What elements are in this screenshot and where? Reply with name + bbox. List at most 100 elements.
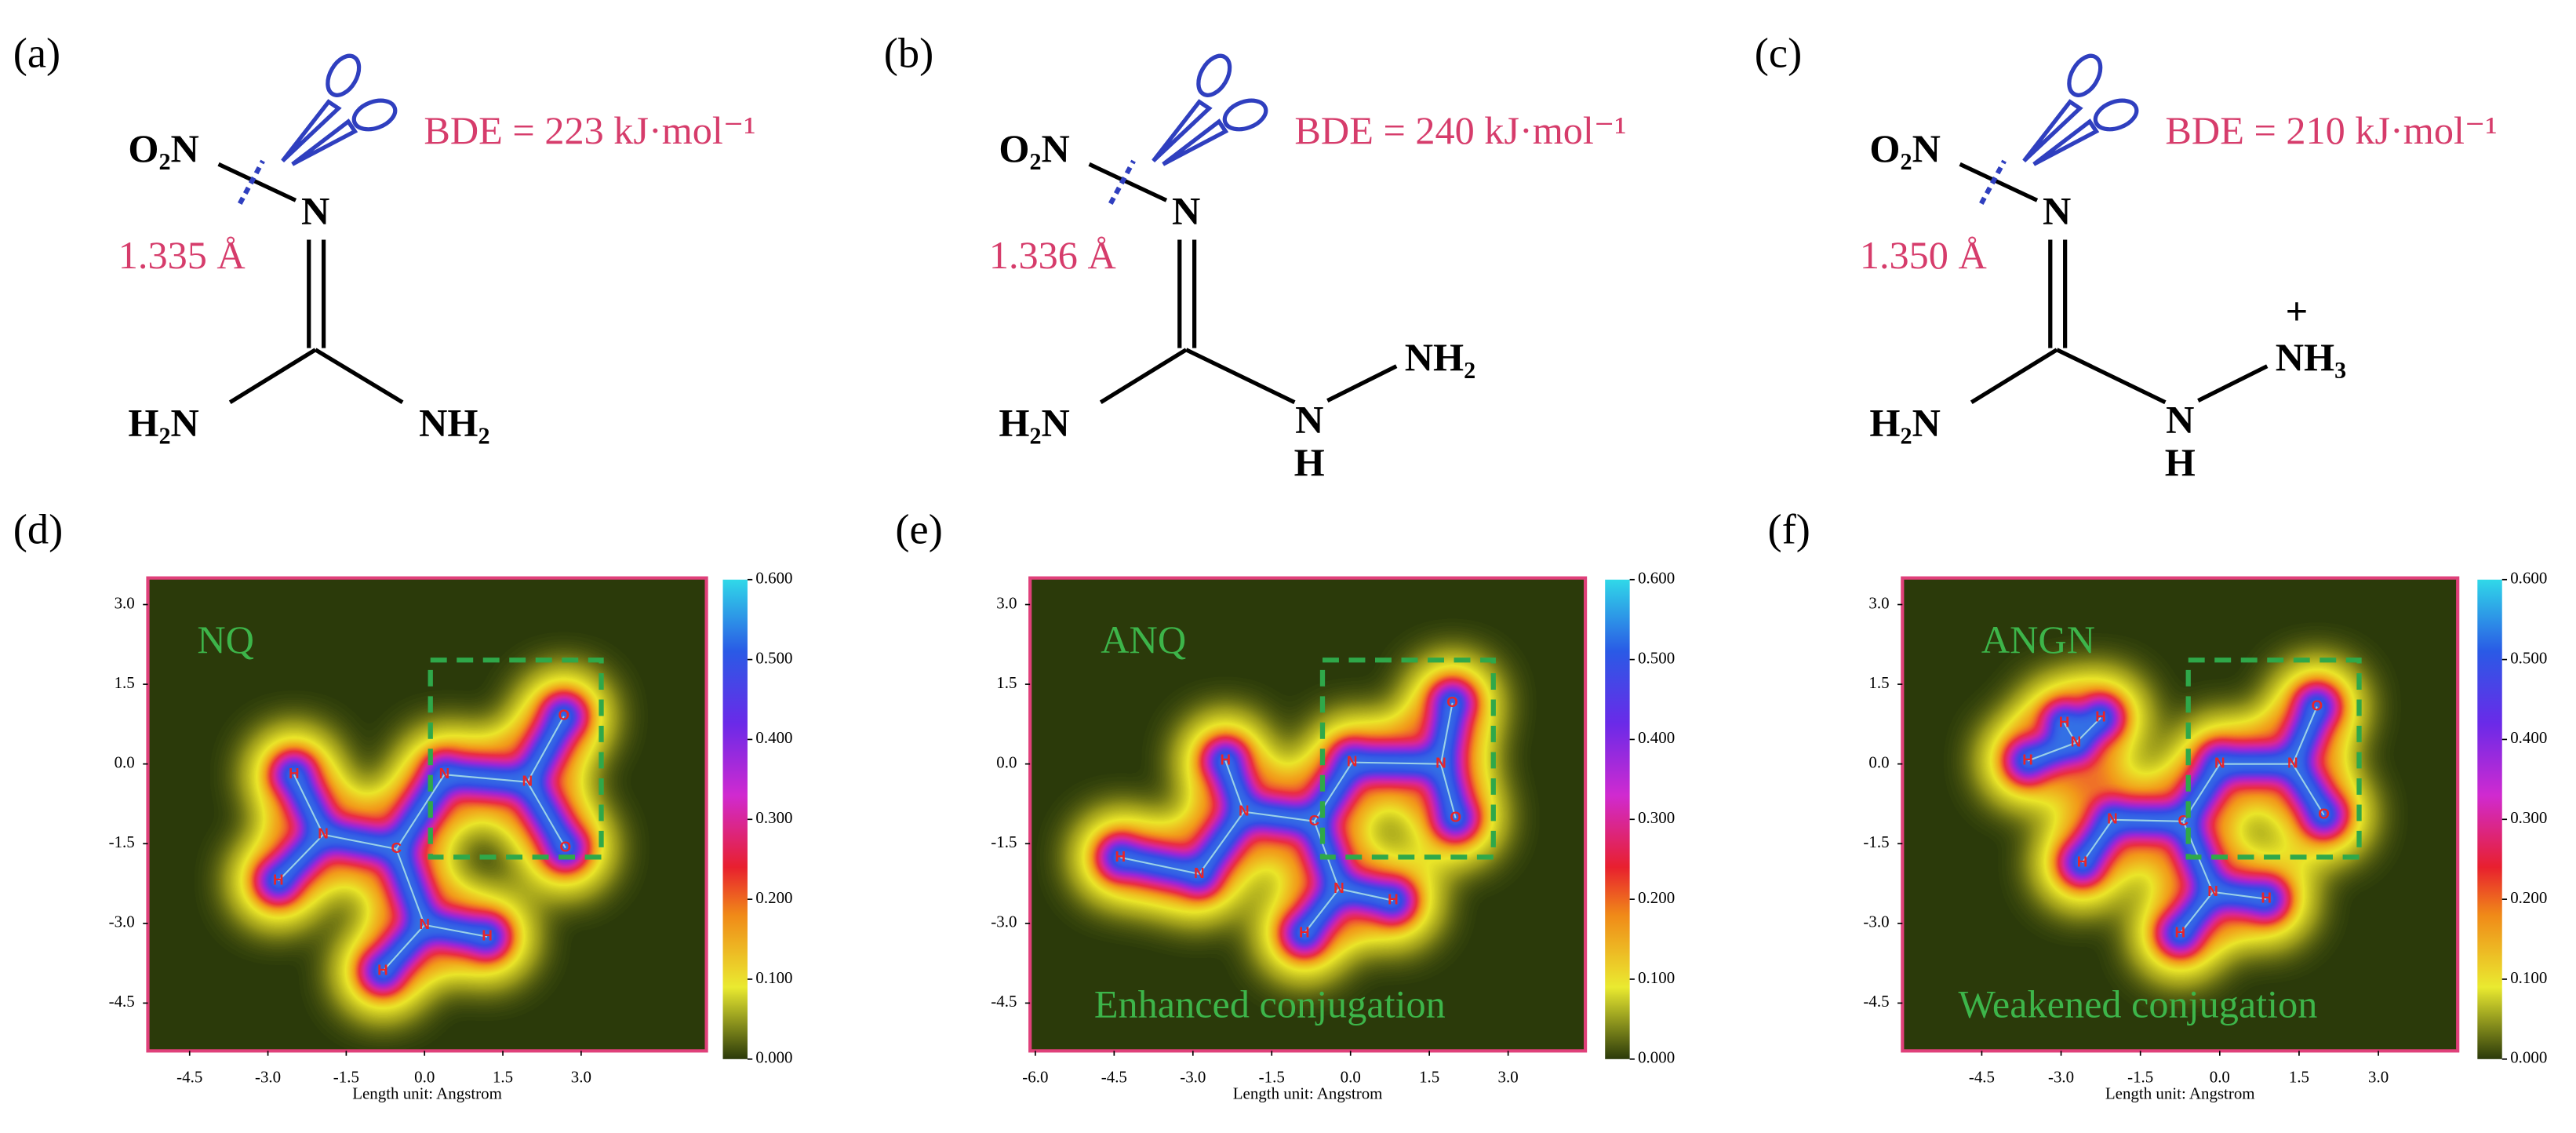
map-border	[1901, 576, 2460, 1053]
atom-label: N	[1194, 865, 1205, 881]
terminal-group: NH₂	[1405, 335, 1475, 379]
x-tick-label: -4.5	[1969, 1068, 1995, 1087]
scissors-handle	[1196, 53, 1232, 97]
atom-bond	[2291, 706, 2318, 765]
bond	[238, 159, 265, 205]
bond	[228, 348, 317, 404]
atom-bond	[2081, 819, 2113, 864]
scissors-blade	[1152, 99, 1213, 162]
colorbar-tick-label: 0.000	[2510, 1048, 2547, 1067]
atom-label: H	[289, 765, 300, 781]
atom-bond	[1198, 811, 1245, 875]
y-tick-label: 1.5	[1868, 673, 1889, 692]
scissors-blade	[281, 99, 342, 162]
bond-length: 1.350 Å	[1860, 233, 1987, 277]
x-tick-label: 0.0	[1341, 1068, 1361, 1087]
atom-label: H	[1388, 891, 1399, 908]
x-tick-label: -4.5	[176, 1068, 202, 1087]
colorbar-tick-label: 0.200	[1638, 888, 1675, 907]
bond	[2056, 348, 2167, 405]
atom-label: H	[1115, 848, 1126, 865]
annotation: Weakened conjugation	[1959, 982, 2318, 1026]
y-tick-label: 3.0	[996, 593, 1017, 612]
atom-bond	[2075, 717, 2101, 744]
x-tick-label: 1.5	[493, 1068, 513, 1087]
atom-label: N	[1239, 803, 1250, 819]
y-tick-label: 0.0	[115, 752, 135, 771]
colorbar-tick-label: 0.600	[2510, 569, 2547, 588]
y-tick-label: 0.0	[1868, 752, 1889, 771]
charge: +	[2286, 289, 2309, 333]
highlight-box	[2185, 658, 2362, 860]
x-tick-label: -4.5	[1101, 1068, 1127, 1087]
core-atom	[2092, 800, 2133, 840]
bond-length: 1.335 Å	[118, 233, 246, 277]
bond	[1108, 159, 1136, 205]
atom-bond	[2112, 818, 2184, 822]
nitro-group: O₂N	[1869, 126, 1940, 170]
atom-bond	[2027, 741, 2076, 762]
atom-label: H	[2174, 924, 2185, 941]
atom-label: N	[2071, 734, 2082, 750]
atom-bond	[1120, 856, 1200, 875]
x-tick-label: -1.5	[2127, 1068, 2153, 1087]
nitro-group: O₂N	[999, 126, 1069, 170]
bond	[1959, 162, 2039, 202]
bde-label: BDE = 210 kJ·mol⁻¹	[2165, 108, 2497, 152]
colorbar	[1605, 579, 1630, 1059]
x-tick-label: -1.5	[1259, 1068, 1285, 1087]
x-axis-label: Length unit: Angstrom	[352, 1084, 502, 1103]
y-tick-label: 1.5	[115, 673, 135, 692]
y-tick-label: 0.0	[996, 752, 1017, 771]
y-tick-label: -1.5	[109, 832, 135, 851]
atom-h: H	[1294, 440, 1325, 484]
atom-label: H	[1299, 924, 1310, 941]
colorbar-tick-label: 0.500	[755, 648, 792, 667]
bond	[1099, 348, 1188, 404]
atom-label: C	[391, 840, 402, 856]
atom-label: N	[2214, 755, 2225, 771]
bond	[1970, 348, 2058, 404]
terminal-group: NH₃	[2276, 335, 2346, 379]
colorbar-tick-label: 0.400	[1638, 728, 1675, 747]
colorbar-tick-label: 0.300	[2510, 808, 2547, 827]
atom-bond	[2212, 891, 2267, 900]
structure-panel: (a) O₂N BDE = 223 kJ·mol⁻¹ 1.335 Å N H₂N NH₂	[13, 29, 756, 445]
highlight-box	[428, 658, 604, 860]
atom-label: N	[2287, 755, 2298, 771]
core-atom	[545, 828, 586, 868]
colorbar-tick-label: 0.600	[755, 569, 792, 588]
x-axis-label: Length unit: Angstrom	[1233, 1084, 1383, 1103]
atom-label: H	[2095, 709, 2106, 725]
atom-label: N	[419, 916, 430, 932]
bond	[1326, 364, 1398, 403]
x-tick-label: 1.5	[2289, 1068, 2309, 1087]
scissors-handle	[326, 53, 362, 97]
map-panel: (d) N N O O C N H H N H H NQ -4.5 -3.0 -1.5 0.0 1.5 3.0 3.0…	[13, 505, 793, 1103]
atom-label: O	[1446, 694, 1458, 710]
x-tick-label: -6.0	[1022, 1068, 1048, 1087]
y-tick-label: 3.0	[1868, 593, 1889, 612]
atom-label: N	[2207, 883, 2218, 899]
molecule-name: NQ	[197, 618, 254, 661]
atom-label: N	[522, 773, 533, 789]
molecule-name: ANGN	[1981, 618, 2095, 661]
scissors-blade	[1162, 118, 1229, 166]
y-tick-label: -3.0	[109, 913, 135, 931]
scissors-handle	[2093, 98, 2139, 132]
core-atom	[467, 916, 508, 956]
x-tick-label: 3.0	[571, 1068, 591, 1087]
nitro-group: O₂N	[128, 126, 198, 170]
x-tick-label: 3.0	[2368, 1068, 2389, 1087]
map-border	[1028, 576, 1588, 1053]
atom-label: H	[2261, 890, 2272, 906]
atom-bond	[382, 924, 425, 972]
bond-length: 1.336 Å	[989, 233, 1116, 277]
x-tick-label: -3.0	[2048, 1068, 2074, 1087]
atom-label: H	[2022, 752, 2033, 768]
colorbar-tick-label: 0.200	[2510, 888, 2547, 907]
atom-label: N	[1347, 753, 1358, 770]
y-tick-label: 3.0	[115, 593, 135, 612]
